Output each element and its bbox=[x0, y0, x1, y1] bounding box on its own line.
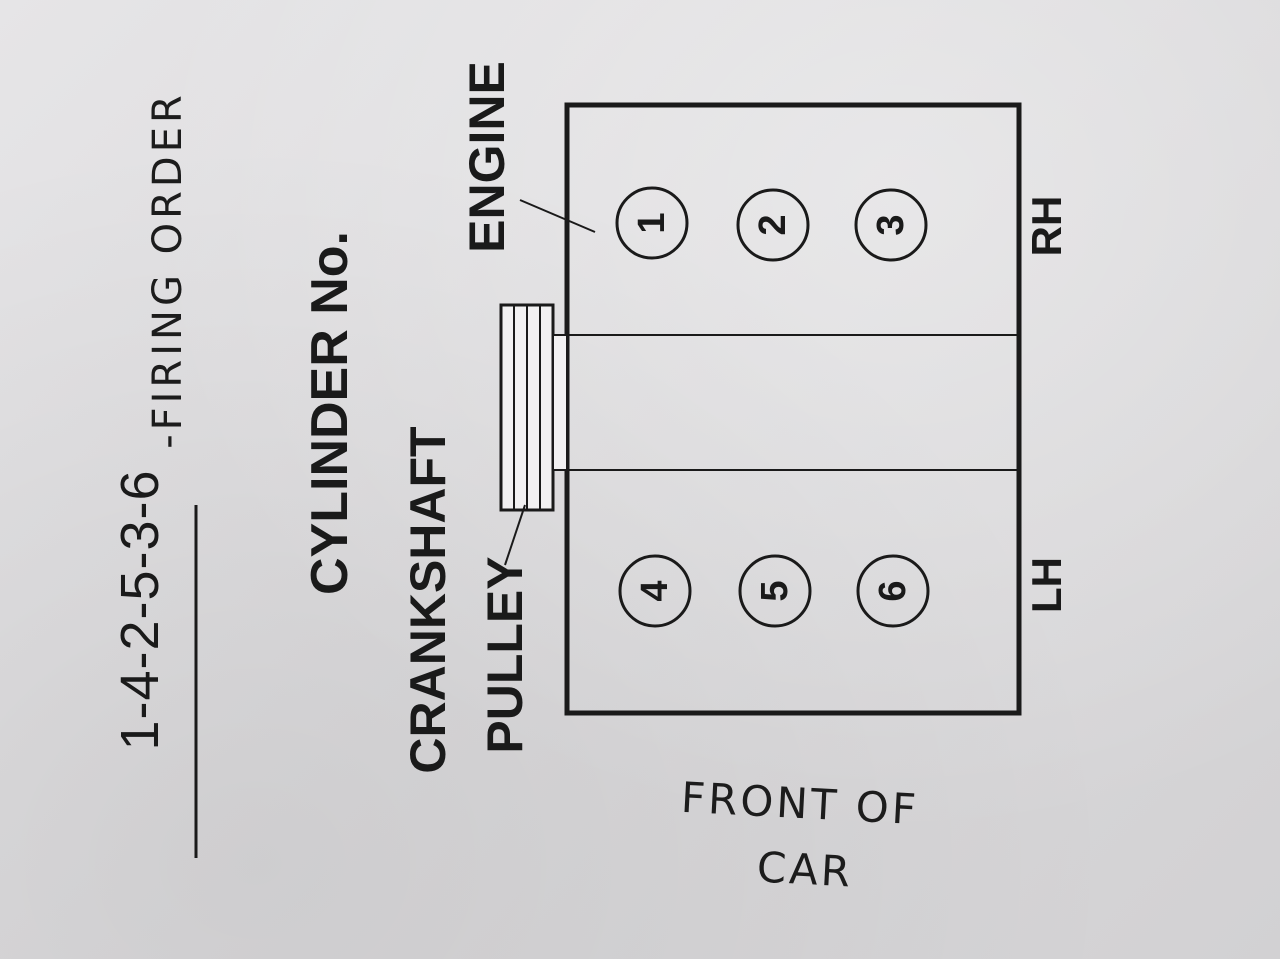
cylinder-1: 1 bbox=[615, 186, 689, 260]
cylinder-6: 6 bbox=[856, 554, 930, 628]
left-hand-label: LH bbox=[1023, 557, 1070, 613]
svg-text:4: 4 bbox=[634, 580, 676, 601]
cylinder-4: 4 bbox=[618, 554, 692, 628]
firing-order-handwritten-note: -FIRING ORDER bbox=[145, 91, 191, 449]
firing-order-sequence: 1-4-2-5-3-6 bbox=[110, 469, 170, 751]
engine-leader-line bbox=[519, 199, 596, 233]
svg-text:1: 1 bbox=[631, 212, 673, 233]
front-of-car-handwritten: FRONT OF bbox=[679, 772, 921, 835]
engine-label: ENGINE bbox=[459, 61, 515, 253]
crankshaft-label: CRANKSHAFT bbox=[400, 426, 456, 774]
pulley-leader-line bbox=[504, 504, 526, 566]
cylinder-2: 2 bbox=[736, 188, 810, 262]
svg-text:3: 3 bbox=[870, 214, 912, 235]
svg-text:6: 6 bbox=[872, 580, 914, 601]
cylinder-5: 5 bbox=[738, 554, 812, 628]
cylinder-number-label: CYLINDER No. bbox=[301, 231, 359, 595]
right-hand-label: RH bbox=[1023, 195, 1070, 257]
svg-text:5: 5 bbox=[754, 580, 796, 601]
pulley-label: PULLEY bbox=[477, 556, 533, 754]
car-handwritten: CAR bbox=[755, 842, 855, 897]
svg-text:2: 2 bbox=[752, 214, 794, 235]
crankshaft-pulley bbox=[499, 303, 568, 512]
cylinder-3: 3 bbox=[854, 188, 928, 262]
